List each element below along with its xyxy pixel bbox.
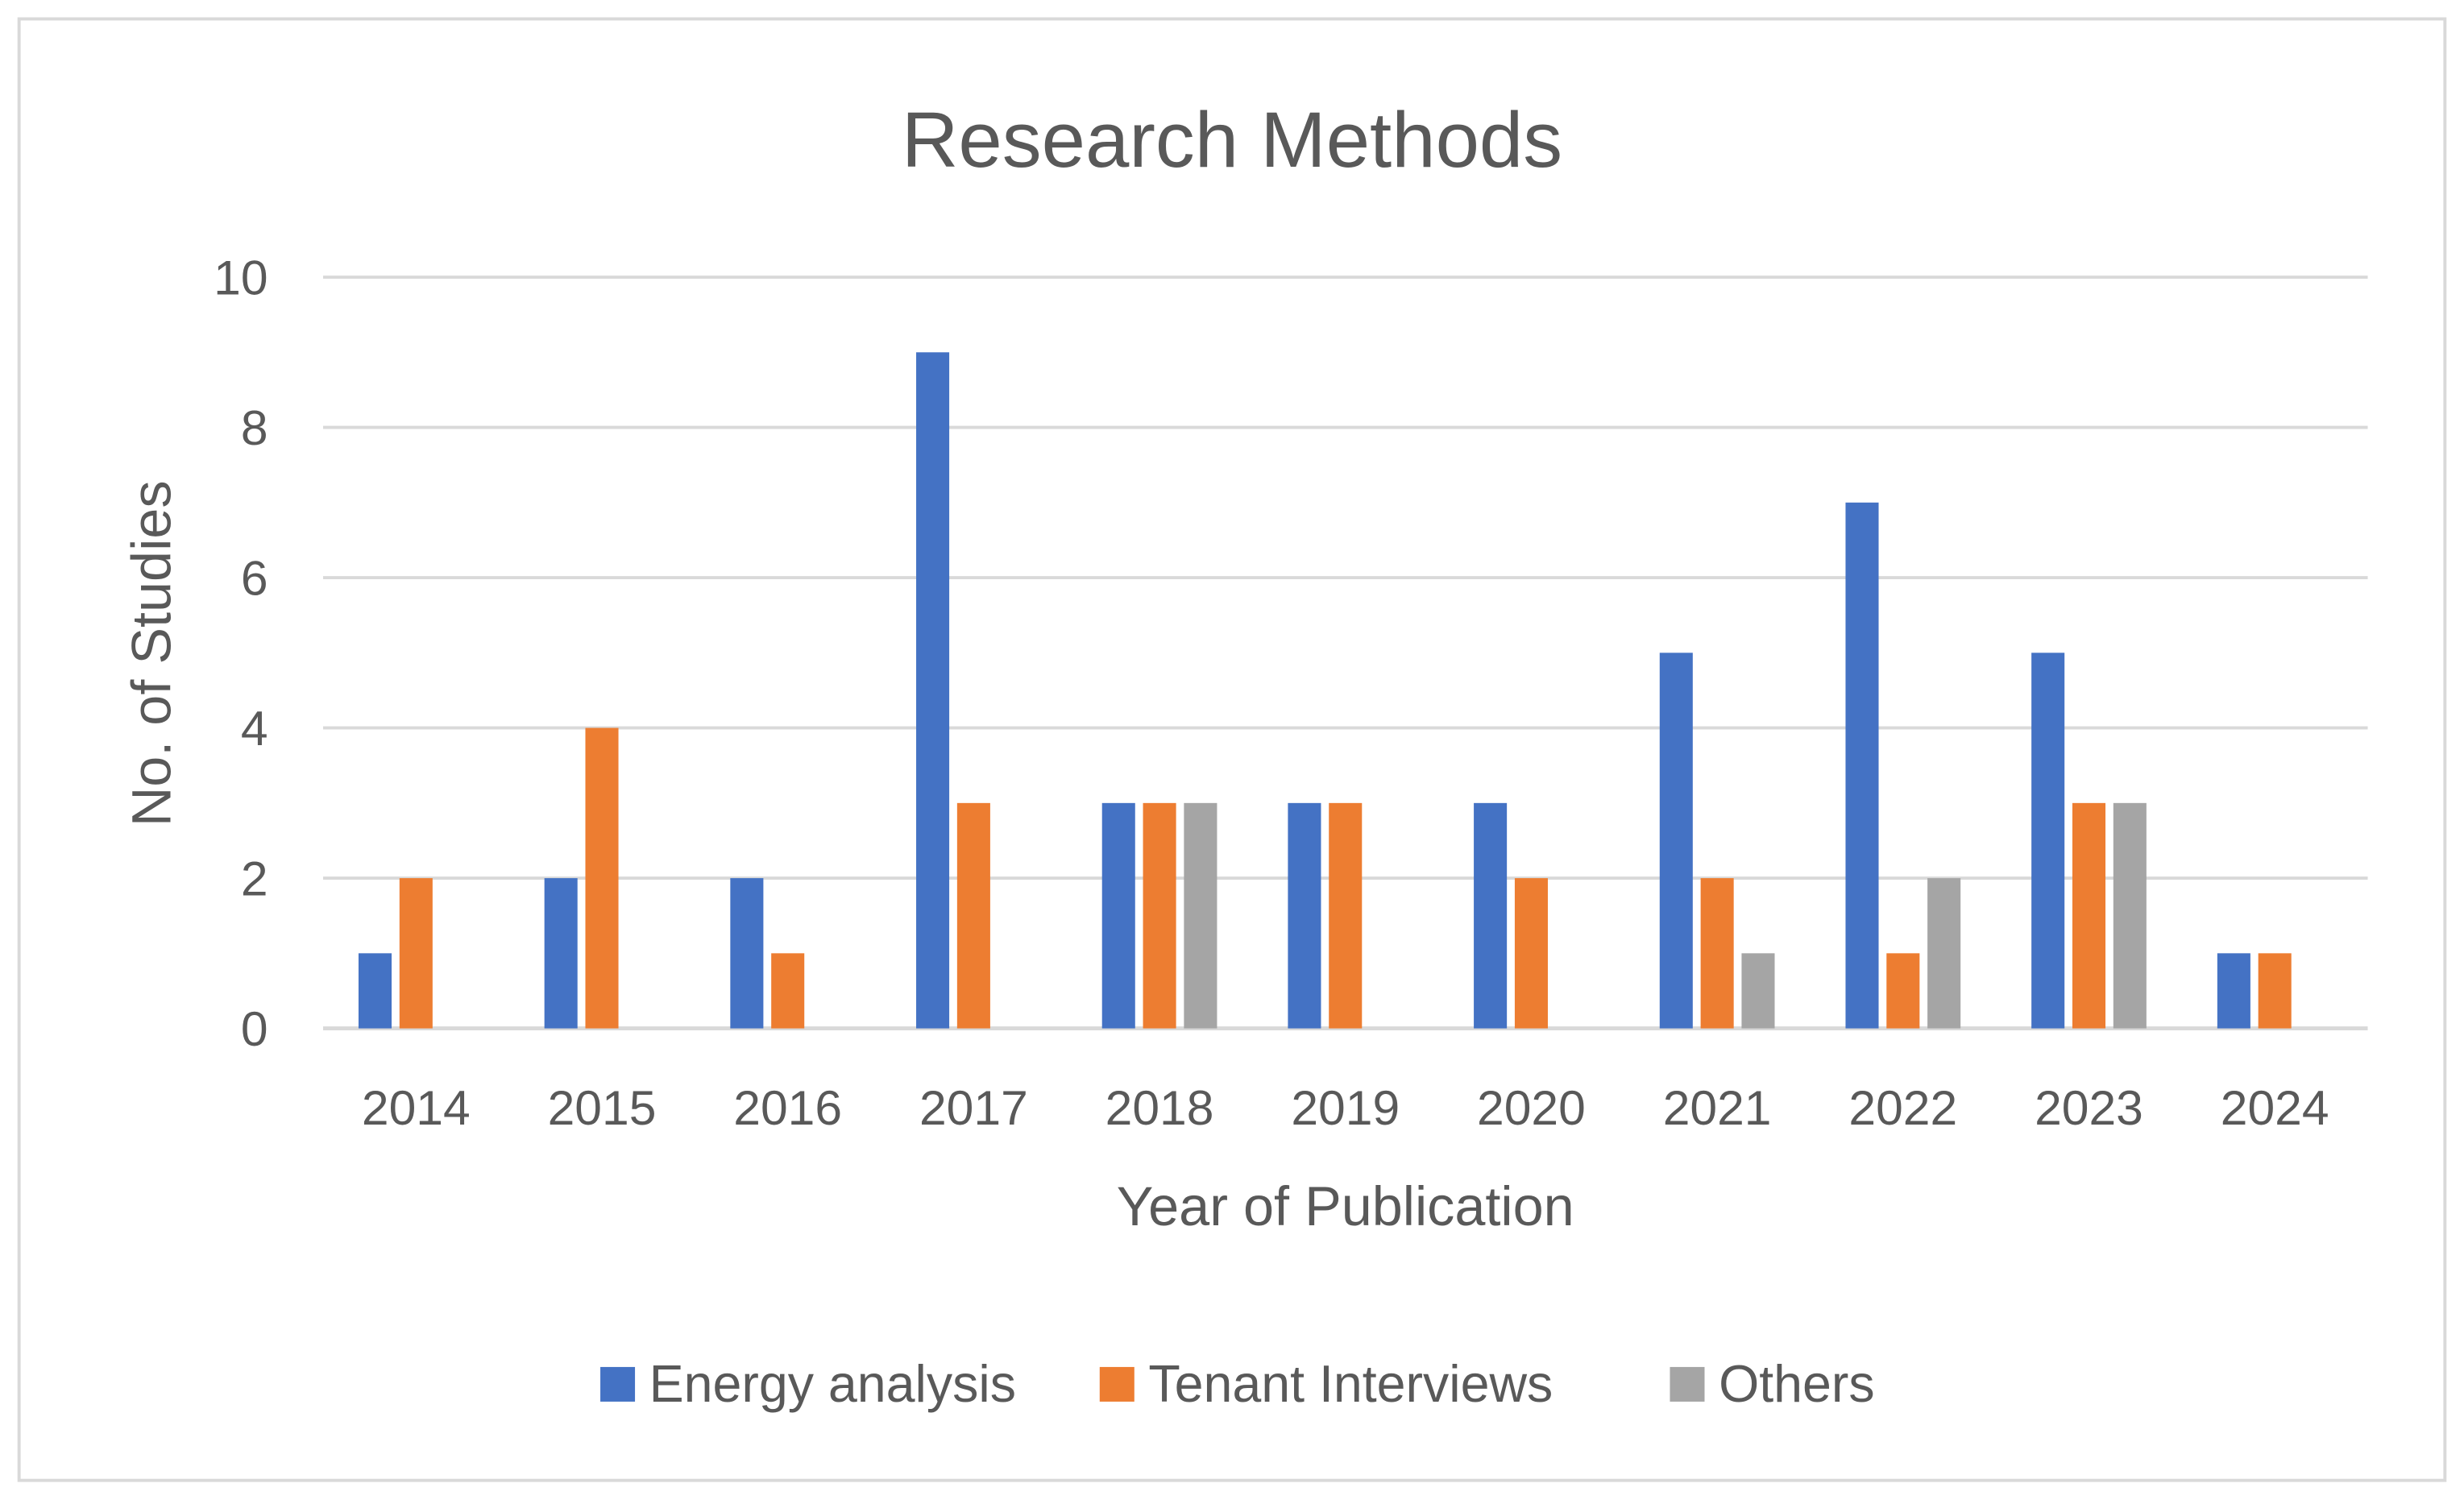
legend-swatch	[1670, 1366, 1705, 1402]
bars	[358, 352, 2292, 1029]
bar-energy-analysis-2021	[1659, 653, 1693, 1029]
x-tick-label: 2016	[733, 1080, 842, 1135]
legend-label: Energy analysis	[649, 1355, 1016, 1413]
bar-energy-analysis-2018	[1101, 802, 1135, 1029]
y-tick-label: 0	[241, 1001, 268, 1056]
bar-others-2021	[1741, 953, 1775, 1029]
chart-border	[17, 17, 2447, 1482]
gridlines	[322, 276, 2368, 1031]
y-tick-labels: 0 2 4 6 8 10	[214, 251, 268, 1057]
bar-energy-analysis-2020	[1474, 802, 1508, 1029]
x-tick-label: 2017	[919, 1080, 1028, 1135]
legend-swatch	[600, 1366, 636, 1402]
legend-item: Others	[1670, 1355, 1875, 1413]
legend-item: Tenant Interviews	[1099, 1355, 1553, 1413]
x-tick-label: 2021	[1663, 1080, 1772, 1135]
x-tick-label: 2019	[1291, 1080, 1400, 1135]
y-axis-title: No. of Studies	[121, 480, 182, 827]
bar-tenant-interviews-2021	[1700, 878, 1734, 1029]
bar-energy-analysis-2024	[2217, 953, 2250, 1029]
bar-others-2018	[1184, 802, 1217, 1029]
x-axis-title: Year of Publication	[1117, 1176, 1574, 1237]
y-tick-label: 6	[241, 551, 268, 606]
x-tick-label: 2015	[548, 1080, 657, 1135]
bar-tenant-interviews-2019	[1329, 802, 1363, 1029]
legend-swatch	[1099, 1366, 1135, 1402]
bar-tenant-interviews-2016	[771, 953, 805, 1029]
legend-label: Others	[1719, 1355, 1875, 1413]
y-tick-label: 8	[241, 400, 268, 455]
x-tick-label: 2018	[1105, 1080, 1214, 1135]
bar-energy-analysis-2016	[730, 878, 764, 1029]
bar-others-2022	[1927, 878, 1961, 1029]
bar-tenant-interviews-2022	[1886, 953, 1920, 1029]
legend: Energy analysis Tenant Interviews Others	[600, 1355, 1875, 1413]
bar-energy-analysis-2023	[2031, 653, 2065, 1029]
legend-label: Tenant Interviews	[1148, 1355, 1553, 1413]
bar-tenant-interviews-2023	[2072, 802, 2106, 1029]
x-tick-label: 2022	[1848, 1080, 1957, 1135]
y-tick-label: 10	[214, 251, 268, 305]
bar-energy-analysis-2022	[1845, 502, 1879, 1029]
bar-energy-analysis-2015	[544, 878, 578, 1029]
legend-item: Energy analysis	[600, 1355, 1016, 1413]
y-tick-label: 4	[241, 701, 268, 756]
chart-title: Research Methods	[902, 96, 1562, 184]
x-tick-labels: 2014 2015 2016 2017 2018 2019 2020 2021 2022 2023…	[362, 1080, 2329, 1135]
bar-energy-analysis-2014	[358, 953, 392, 1029]
x-tick-label: 2014	[362, 1080, 471, 1135]
bar-energy-analysis-2019	[1288, 802, 1321, 1029]
bar-tenant-interviews-2014	[399, 878, 433, 1029]
x-tick-label: 2020	[1477, 1080, 1586, 1135]
bar-energy-analysis-2017	[916, 352, 950, 1029]
bar-tenant-interviews-2018	[1143, 802, 1176, 1029]
bar-others-2023	[2113, 802, 2147, 1029]
bar-tenant-interviews-2024	[2258, 953, 2292, 1029]
bar-tenant-interviews-2020	[1514, 878, 1548, 1029]
bar-tenant-interviews-2017	[956, 802, 990, 1029]
x-tick-label: 2024	[2221, 1080, 2329, 1135]
y-tick-label: 2	[241, 851, 268, 906]
x-tick-label: 2023	[2035, 1080, 2143, 1135]
bar-tenant-interviews-2015	[585, 727, 619, 1029]
